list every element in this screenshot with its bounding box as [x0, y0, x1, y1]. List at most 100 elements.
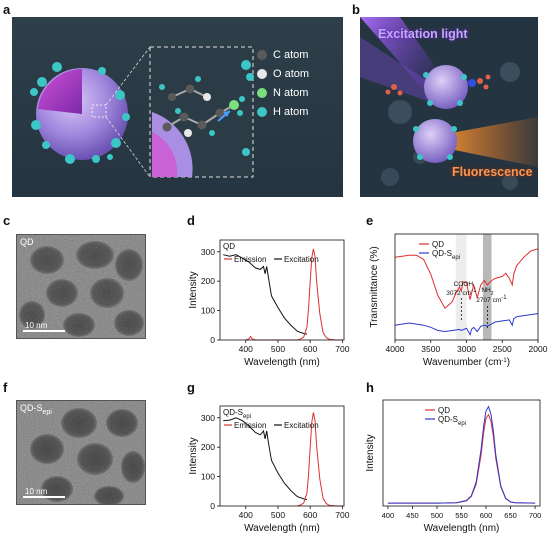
x-tick-label: 2000 [529, 344, 548, 354]
series-line-emission [297, 412, 343, 507]
x-tick-label: 400 [239, 510, 253, 520]
legend-item-c-atom: C atom [257, 49, 343, 61]
shaded-band-1 [482, 234, 492, 340]
scalebar-label-f: 10 nm [25, 487, 48, 496]
legend-item-n-atom: N atom [257, 87, 343, 99]
scalebar-label-c: 10 nm [25, 321, 48, 330]
panel-letter-h: h [366, 380, 374, 395]
x-axis-label: Wavelength (nm) [424, 523, 500, 534]
scalebar-line-c [23, 330, 65, 332]
annotation-nh2: NH2 [481, 287, 493, 297]
x-tick-label: 600 [303, 510, 317, 520]
panel-letter-c: c [3, 213, 11, 228]
y-tick-label: 200 [201, 276, 215, 286]
legend-entry-1: QD-Sepi [438, 415, 466, 427]
chart-d-qd-spectra: 400 500 600 700 0 100 200 300 Wavelength (nm) Int… [188, 239, 350, 368]
annotation-3072: 3072 cm-1 [446, 288, 477, 297]
shaded-band-0 [455, 234, 467, 340]
y-tick-label: 0 [210, 501, 215, 511]
scalebar-line-f [23, 496, 65, 498]
legend-entry-d-1: Excitation [284, 255, 319, 264]
qd-particle-top [424, 65, 468, 109]
x-tick-label: 3500 [421, 344, 440, 354]
o-atom-swatch [257, 69, 267, 79]
excitation-fluorescence-illustration [360, 17, 538, 190]
legend-entry-d-0: Emission [234, 255, 266, 264]
x-tick-label: 700 [335, 510, 349, 520]
legend-entry-0: QD [438, 406, 450, 415]
legend-label-o-atom: O atom [273, 68, 310, 80]
annotation-qd: QD [223, 242, 235, 251]
legend-item-h-atom: H atom [257, 106, 343, 118]
x-tick-label: 2500 [493, 344, 512, 354]
tem-label-qd-sepi: QD-Sepi [20, 403, 52, 416]
qd-particle-bottom [413, 119, 457, 163]
tem-label-qd-sepi-sub: epi [42, 408, 52, 416]
x-axis-label: Wavenumber (cm-1) [423, 357, 510, 368]
x-tick-label: 400 [382, 511, 395, 520]
x-tick-label: 600 [480, 511, 493, 520]
plot-frame [219, 239, 345, 341]
panel-letter-b: b [352, 2, 360, 17]
panel-letter-f: f [3, 380, 8, 395]
series-line-emission [245, 248, 343, 341]
x-tick-label: 450 [406, 511, 419, 520]
annotation-qd-sepi: QD-Sepi [223, 408, 251, 420]
panel-f-tem-image: QD-Sepi 10 nm [16, 400, 146, 505]
y-tick-label: 200 [201, 442, 215, 452]
tem-image-qd-sepi [17, 401, 145, 504]
plot-frame [219, 405, 345, 507]
chart-g-qd-sepi-spectra: 400 500 600 700 0 100 200 300 Wavelength (nm) Int… [188, 405, 350, 534]
legend-entry-0: QD [432, 240, 444, 249]
panel-letter-d: d [187, 213, 195, 228]
quantum-dot-cutaway [38, 69, 82, 114]
x-axis-label: Wavelength (nm) [244, 523, 320, 534]
x-tick-label: 400 [239, 344, 253, 354]
x-axis-label: Wavelength (nm) [244, 357, 320, 368]
legend-item-o-atom: O atom [257, 68, 343, 80]
annotation-cooh: COOH [454, 281, 474, 288]
x-tick-label: 700 [529, 511, 542, 520]
legend-label-n-atom: N atom [273, 87, 309, 99]
n-atom-swatch [257, 88, 267, 98]
x-tick-label: 500 [271, 510, 285, 520]
series-line-qd-sepi [394, 313, 539, 337]
y-tick-label: 0 [210, 335, 215, 345]
y-axis-label: Intensity [188, 437, 199, 474]
panel-letter-a: a [3, 2, 11, 17]
c-atom-swatch [257, 50, 267, 60]
x-tick-label: 600 [303, 344, 317, 354]
panel-letter-g: g [187, 380, 195, 395]
fluorescence-label: Fluorescence [452, 165, 533, 179]
panel-a-scene: C atom O atom N atom H atom [12, 17, 343, 197]
legend-label-c-atom: C atom [273, 49, 309, 61]
qd-schematic-illustration [30, 46, 254, 178]
y-axis-label: Intensity [188, 271, 199, 308]
tem-image-qd [17, 235, 145, 338]
legend-entry-g-1: Excitation [284, 421, 319, 430]
tem-label-qd: QD [20, 237, 34, 247]
y-tick-label: 300 [201, 413, 215, 423]
series-line-qd [387, 413, 536, 504]
y-axis-label: Intensity [365, 434, 376, 471]
series-line-excitation [223, 417, 308, 500]
x-tick-label: 3000 [457, 344, 476, 354]
series-line-qd-sepi [387, 405, 536, 504]
plot-frame [382, 399, 541, 507]
h-atom-swatch [257, 107, 267, 117]
excitation-light-label: Excitation light [378, 27, 468, 41]
y-axis-label: Transmittance (%) [369, 246, 380, 327]
series-line-qd [394, 248, 539, 309]
x-tick-label: 500 [271, 344, 285, 354]
x-tick-label: 4000 [386, 344, 405, 354]
legend-entry-g-0: Emission [234, 421, 266, 430]
y-tick-label: 100 [201, 306, 215, 316]
legend-entry-1: QD-Sepi [432, 249, 460, 261]
chart-h-emission-comparison: 400 450 500 550 600 650 700 Wavelength (nm) Inte… [365, 399, 542, 534]
x-tick-label: 700 [335, 344, 349, 354]
chart-e-ftir: 4000 3500 3000 2500 2000 Wavenumber (cm-1) Tra… [369, 233, 548, 368]
x-tick-label: 650 [504, 511, 517, 520]
panel-b-scene: Excitation light Fluorescence [360, 17, 538, 197]
series-line-excitation [223, 254, 308, 335]
y-tick-label: 100 [201, 472, 215, 482]
